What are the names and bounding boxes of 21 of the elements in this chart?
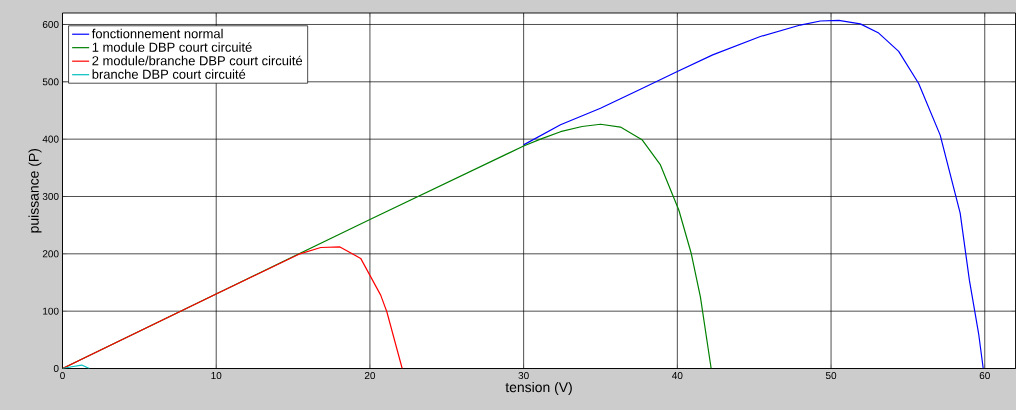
- x-tick-label: 40: [672, 372, 683, 380]
- y-tick-label: 100: [43, 307, 59, 315]
- y-tick-label: 300: [42, 192, 59, 201]
- y-tick-label: 0: [53, 364, 59, 373]
- line-series: [523, 19, 984, 369]
- x-axis-title: tension (V): [505, 381, 572, 395]
- y-axis-title: puissance (P): [28, 149, 42, 233]
- x-tick-label: 60: [979, 372, 990, 380]
- legend-label: 2 module/branche DBP court circuité: [92, 55, 303, 66]
- legend-label: branche DBP court circuité: [92, 69, 246, 79]
- y-tick-label: 600: [42, 20, 59, 28]
- y-tick-label: 400: [42, 135, 59, 143]
- x-tick-label: 20: [364, 372, 376, 380]
- y-tick-label: 500: [42, 78, 59, 86]
- x-tick-label: 50: [825, 372, 837, 380]
- x-tick-label: 30: [518, 372, 529, 380]
- legend-label: fonctionnement normal: [91, 28, 223, 39]
- y-tick-label: 200: [42, 250, 59, 258]
- x-tick-label: 0: [60, 372, 65, 380]
- legend-label: 1 module DBP court circuité: [92, 42, 252, 52]
- x-tick-label: 10: [211, 372, 222, 380]
